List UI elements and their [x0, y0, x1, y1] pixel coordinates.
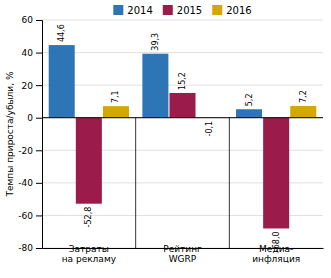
y-tick-label: 60 [22, 15, 34, 25]
x-tick-label: РейтингWGRP [163, 244, 202, 264]
y-tick-mark [36, 20, 42, 21]
x-tick-label: Затратына рекламу [62, 244, 117, 264]
data-label: -52,8 [84, 207, 93, 228]
bar [76, 118, 102, 204]
data-label: 39,3 [151, 33, 160, 51]
x-tick: Затратына рекламу [62, 244, 117, 264]
y-axis-line [36, 21, 43, 249]
x-tick: РейтингWGRP [163, 244, 202, 264]
y-tick: -80 [18, 243, 42, 253]
x-axis: Затратына рекламу РейтингWGRP Медиа-инфляц… [43, 244, 324, 264]
bar [263, 118, 289, 229]
y-tick: -60 [18, 211, 42, 221]
bar [49, 45, 75, 118]
y-tick-label: 0 [27, 113, 33, 123]
y-tick: 40 [22, 48, 42, 58]
grid-line [42, 117, 323, 118]
grid-line [42, 20, 323, 21]
y-axis: -80 -60 -40 -20 0 20 40 60 [18, 15, 42, 253]
separator [135, 118, 136, 248]
bar [169, 93, 195, 118]
bar [290, 106, 316, 118]
y-tick: -20 [18, 146, 42, 156]
legend-item: 2015 [163, 5, 202, 16]
y-tick-mark [36, 118, 42, 119]
legend-item: 2016 [212, 5, 251, 16]
data-label: -0,1 [205, 121, 214, 137]
x-tick: Медиа-инфляция [252, 244, 300, 264]
y-axis-title: Темпы прироста/убыли, % [5, 71, 15, 197]
legend-label: 2015 [177, 5, 202, 16]
y-tick-mark [36, 183, 42, 184]
bar [103, 106, 129, 118]
y-tick: -40 [18, 178, 42, 188]
data-label: 5,2 [245, 94, 254, 107]
y-tick-mark [36, 85, 42, 86]
y-tick-mark [36, 215, 42, 216]
bars [49, 45, 317, 228]
y-tick-label: -60 [18, 211, 33, 221]
y-tick-mark [36, 53, 42, 54]
separators [136, 118, 230, 248]
legend-swatch [163, 5, 173, 15]
legend: 2014 2015 2016 [113, 5, 251, 16]
legend-label: 2014 [127, 5, 152, 16]
zero-line [42, 117, 323, 118]
separator [229, 118, 230, 248]
chart: 44,639,35,2-52,815,2-68,07,1-0,17,2-80-6… [0, 0, 331, 278]
bar [142, 54, 168, 118]
y-tick: 0 [27, 113, 42, 123]
grid [42, 20, 323, 248]
data-label: 44,6 [57, 24, 66, 42]
legend-label: 2016 [226, 5, 251, 16]
legend-swatch [212, 5, 222, 15]
legend-item: 2014 [113, 5, 152, 16]
y-tick-mark [36, 150, 42, 151]
y-tick-label: -20 [18, 146, 33, 156]
plot: 44,639,35,2-52,815,2-68,07,1-0,17,2-80-6… [18, 15, 323, 264]
data-label: 15,2 [178, 72, 187, 90]
y-tick: 20 [22, 81, 42, 91]
y-tick-label: 40 [22, 48, 34, 58]
data-label: 7,1 [111, 90, 120, 103]
x-tick-label: Медиа-инфляция [252, 244, 300, 264]
y-tick-mark [36, 248, 42, 249]
y-tick-label: -40 [18, 178, 33, 188]
data-label: 7,2 [299, 90, 308, 103]
data-labels: 44,639,35,2-52,815,2-68,07,1-0,17,2 [57, 24, 308, 252]
bar [236, 109, 262, 117]
y-tick-label: 20 [22, 81, 34, 91]
y-tick: 60 [22, 15, 42, 25]
grid-line [42, 52, 323, 53]
legend-swatch [113, 5, 123, 15]
y-tick-label: -80 [18, 243, 33, 253]
